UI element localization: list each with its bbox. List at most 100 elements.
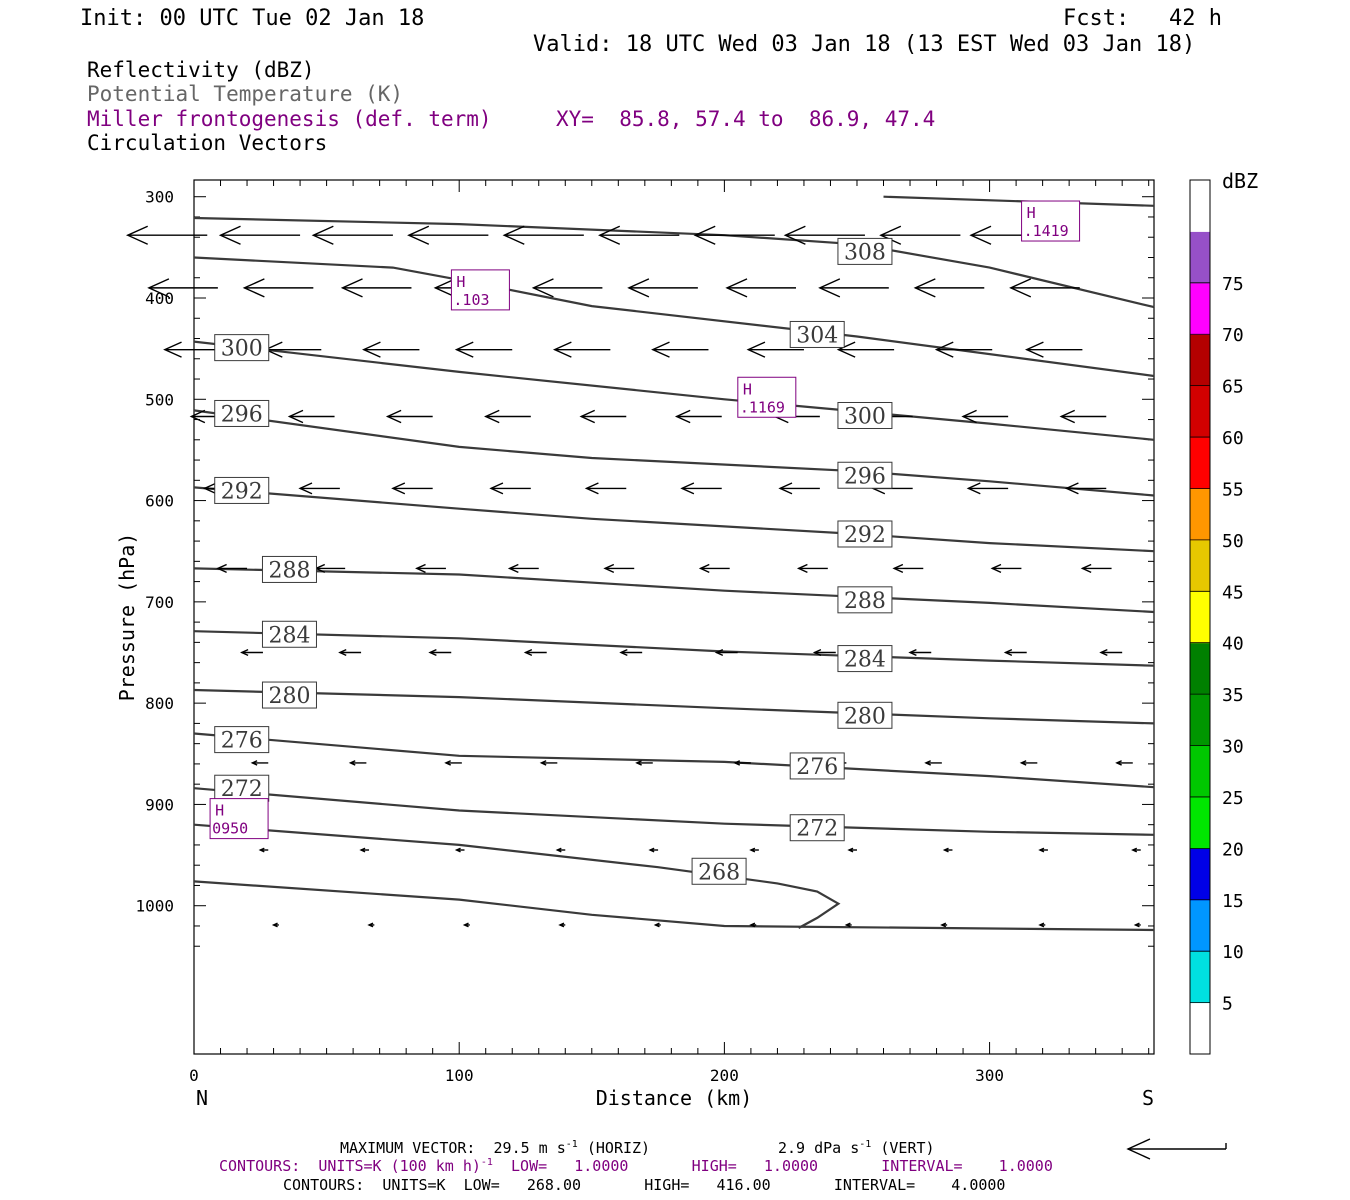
theta-label-box (214, 476, 270, 504)
colorbar-label: 30 (1222, 737, 1244, 758)
circulation-vector-head (454, 341, 474, 358)
circulation-vector-head (216, 563, 227, 574)
theta-label-box (789, 814, 845, 842)
theta-contour-276 (193, 732, 1155, 789)
theta-label-box (691, 857, 747, 885)
theta-contour-284 (193, 630, 1155, 667)
north-label: N (196, 1086, 208, 1110)
circulation-vector-head (489, 482, 504, 495)
circulation-vector-head (531, 278, 554, 298)
theta-contour-304 (193, 256, 1155, 378)
circulation-vector-head (778, 482, 793, 495)
max-vector-horiz-tail: (HORIZ) (578, 1139, 650, 1157)
forecast-hour: Fcst: 42 h (1063, 6, 1222, 31)
max-vector-horiz-exp: -1 (566, 1139, 578, 1150)
colorbar-label: 35 (1222, 685, 1244, 706)
circulation-vector-head (844, 922, 851, 928)
circulation-vector-head (415, 563, 426, 574)
circulation-vector-head (147, 278, 170, 298)
circulation-vector-head (444, 760, 451, 766)
valid-time: Valid: 18 UTC Wed 03 Jan 18 (13 EST Wed … (533, 32, 1195, 57)
circulation-vector-head (1003, 648, 1013, 657)
theta-contour-272 (193, 787, 1155, 836)
circulation-vector-head (783, 225, 806, 245)
circulation-vector-head (674, 409, 691, 424)
y-tick-label: 500 (145, 390, 174, 409)
circulation-vector-head (298, 482, 313, 495)
colorbar-cell (1190, 385, 1210, 438)
colorbar-cell (1190, 745, 1210, 798)
theta-label: 296 (844, 464, 886, 489)
circulation-vector-head (250, 760, 258, 766)
y-tick-label: 300 (145, 188, 174, 207)
theta-contour-296 (193, 409, 1155, 497)
theta-label: 268 (698, 860, 740, 885)
circulation-vector-head (698, 563, 710, 574)
circulation-vector-head (796, 563, 808, 574)
circulation-vector-head (892, 563, 904, 574)
y-tick-label: 800 (145, 694, 174, 713)
circulation-vector-head (202, 482, 217, 495)
theta-label-box (214, 399, 270, 427)
colorbar-unit: dBZ (1222, 169, 1258, 193)
circulation-vector-head (1059, 409, 1075, 424)
colorbar-label: 10 (1222, 942, 1244, 963)
theta-label-box (837, 645, 893, 673)
circulation-vector-head (847, 847, 854, 853)
colorbar-cell (1190, 437, 1210, 489)
theta-label: 284 (844, 648, 886, 673)
y-tick-label: 900 (145, 795, 174, 814)
x-tick-label: 300 (975, 1066, 1004, 1085)
circulation-vector-head (552, 341, 572, 358)
theta-label: 280 (268, 684, 310, 709)
reference-vector (1126, 1138, 1227, 1160)
circulation-vector-head (539, 760, 547, 766)
circulation-vector-head (961, 409, 977, 424)
circulation-vector-head (749, 922, 756, 928)
theta-label-box (789, 752, 845, 780)
circulation-vector-head (1025, 341, 1044, 358)
colorbar-cell (1190, 951, 1210, 1004)
theta-label-box (837, 401, 893, 429)
circulation-vector-head (966, 482, 981, 495)
colorbar-frame (1189, 179, 1211, 1055)
theta-label: 288 (268, 558, 310, 583)
colorbar-cell (1190, 848, 1210, 901)
theta-label-box (261, 620, 317, 648)
circulation-vector-head (651, 341, 670, 358)
circulation-vector-head (340, 278, 363, 298)
circulation-vector-head (924, 760, 931, 766)
circulation-vector-head (462, 922, 469, 928)
circulation-vector-head (189, 409, 206, 424)
colorbar-cell (1190, 231, 1210, 284)
axis-ticks (193, 180, 1154, 1054)
field-label-frontogenesis: Miller frontogenesis (def. term) (87, 107, 492, 131)
circulation-vector-head (523, 648, 533, 657)
circulation-vector-head (680, 482, 695, 495)
theta-label-box (214, 774, 270, 802)
circulation-vector-head (385, 409, 402, 424)
theta-label-box (837, 520, 893, 548)
circulation-vector-head (484, 409, 500, 424)
frontogenesis-max-value: .1169 (740, 398, 785, 416)
circulation-vector-head (812, 648, 822, 657)
colorbar-label: 50 (1222, 531, 1244, 552)
colorbar-cell (1190, 334, 1210, 387)
circulation-vector-head (433, 278, 456, 298)
colorbar-cell (1190, 899, 1210, 952)
theta-label: 272 (796, 817, 838, 842)
circulation-vector-head (555, 847, 562, 853)
plot-frame (193, 179, 1155, 1055)
circulation-vector-head (584, 482, 599, 495)
circulation-vector-head (428, 648, 437, 657)
colorbar-label: 55 (1222, 479, 1244, 500)
circulation-vector-head (619, 648, 628, 657)
circulation-vector-head (1131, 847, 1138, 853)
colorbar-cell (1190, 180, 1210, 232)
max-vector-horiz: MAXIMUM VECTOR: 29.5 m s (340, 1139, 566, 1157)
field-label-theta: Potential Temperature (K) (87, 82, 403, 106)
theta-label-box (837, 701, 893, 729)
circulation-vector-head (908, 648, 917, 657)
colorbar-label: 70 (1222, 325, 1244, 346)
theta-label: 300 (221, 337, 263, 362)
